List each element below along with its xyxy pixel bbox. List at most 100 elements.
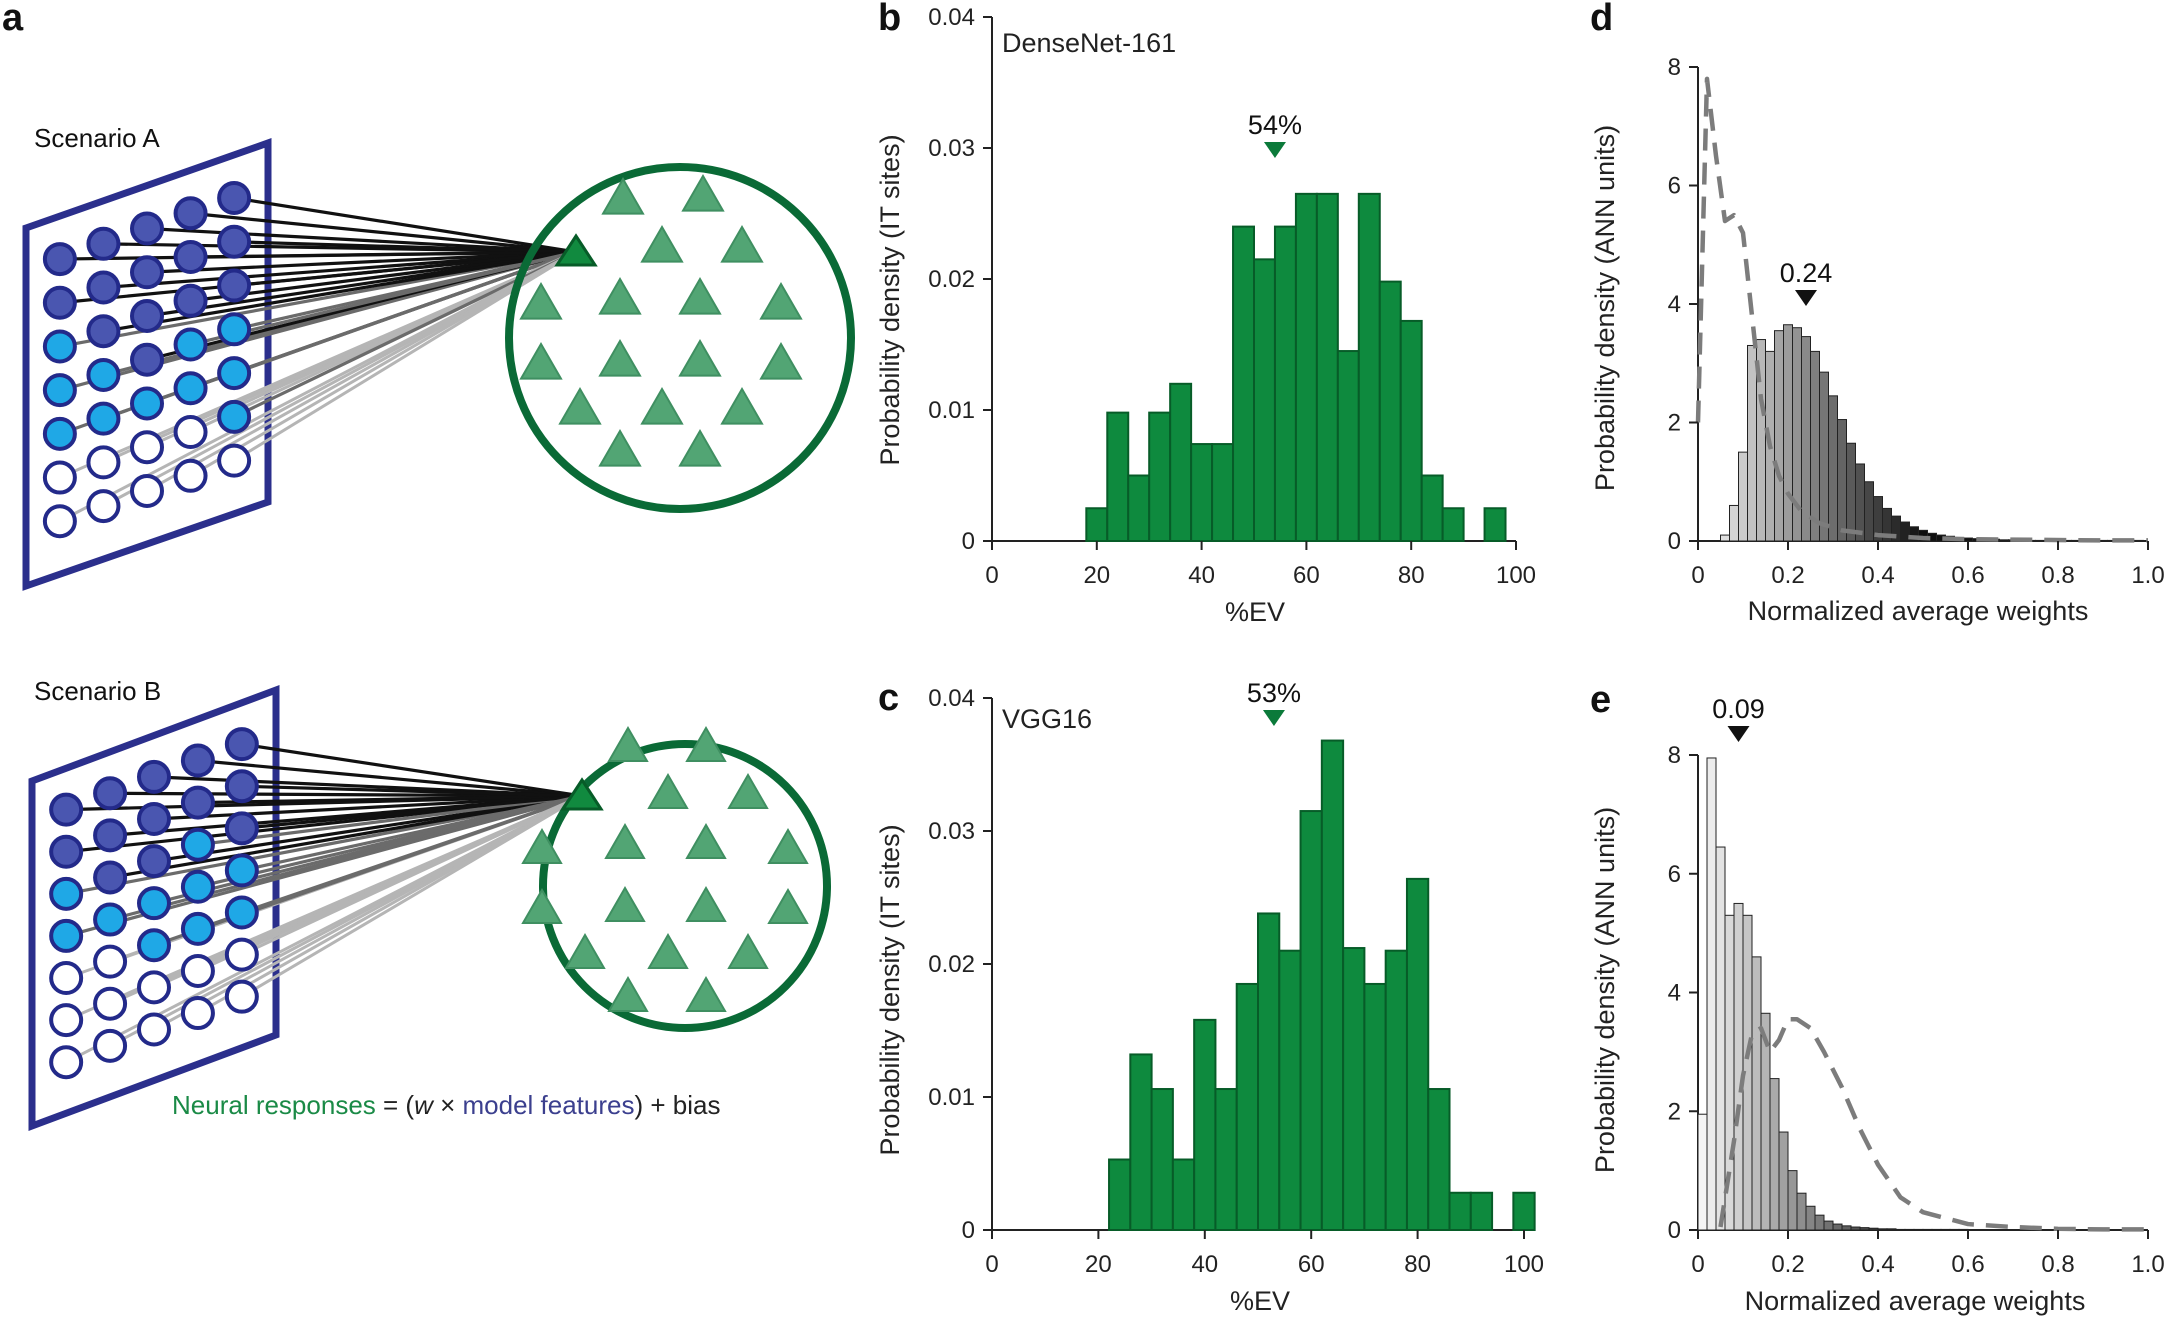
connection-line [146, 250, 577, 274]
scenario-a: Scenario A [22, 123, 855, 591]
bar [1706, 757, 1717, 1231]
y-tick-label: 0.01 [928, 1084, 975, 1111]
neuron-triangle [678, 276, 722, 315]
y-tick-label: 0.02 [928, 951, 975, 978]
model-layer-frame-a [22, 138, 272, 591]
neuron-triangle [759, 281, 803, 320]
chart-b-title: DenseNet-161 [1002, 28, 1176, 58]
x-tick-label: 80 [1404, 1251, 1431, 1278]
model-unit [49, 876, 84, 911]
density-curve [1695, 76, 2148, 543]
neuron-triangle [767, 827, 809, 864]
x-tick-label: 40 [1191, 1251, 1218, 1278]
model-unit [49, 1003, 84, 1038]
chart-b-xlabel: %EV [1225, 597, 1285, 627]
bar [1778, 1131, 1789, 1231]
bar [1886, 1228, 1897, 1231]
model-units-a [42, 180, 252, 539]
chart-d: d 0 0.2 0.4 0.6 0.8 1.0 0 2 4 6 8 0.24 Probability … [1590, 0, 2165, 626]
neuron-triangle [681, 173, 725, 212]
chart-d-plot: 0 0.2 0.4 0.6 0.8 1.0 0 2 4 6 8 0.24 [1668, 54, 2165, 589]
bar [1315, 192, 1339, 542]
bar [1729, 504, 1739, 542]
bar [1190, 443, 1214, 542]
connection-line [233, 250, 577, 331]
model-unit [42, 460, 77, 495]
neuron-triangle [519, 341, 563, 380]
bar [1150, 1088, 1174, 1232]
connection-line [197, 794, 583, 847]
model-layer-frame-b [28, 684, 280, 1132]
bar [1273, 225, 1297, 542]
bar [1512, 1191, 1536, 1232]
model-unit [173, 371, 208, 406]
model-unit [93, 776, 128, 811]
chart-e-xlabel: Normalized average weights [1745, 1286, 2086, 1316]
bar [1787, 1170, 1798, 1231]
model-unit [217, 356, 252, 391]
it-population-circle-b [539, 740, 831, 1032]
x-tick-label: 100 [1496, 562, 1536, 589]
x-tick-label: 0 [985, 1251, 998, 1278]
y-tick-label: 0 [1668, 528, 1681, 555]
x-tick-label: 20 [1083, 562, 1110, 589]
connection-line [241, 794, 583, 998]
model-unit [217, 443, 252, 478]
neuron-triangle [647, 772, 689, 809]
x-tick-label: 60 [1293, 562, 1320, 589]
model-unit [180, 953, 215, 988]
connection-line [190, 250, 577, 259]
bar [1697, 1113, 1708, 1231]
neuron-triangle [685, 822, 727, 859]
x-tick-label: 0.8 [2041, 1251, 2074, 1278]
model-unit [137, 928, 171, 963]
neuron-triangle [720, 386, 764, 425]
chart-c: c VGG16 0 20 40 60 80 100 0 0.01 0.02 0.03 0.04 53%… [875, 677, 1544, 1316]
model-unit [93, 818, 128, 853]
bar [1108, 1158, 1132, 1232]
bar [1819, 371, 1829, 542]
bar [1841, 1225, 1852, 1231]
neuron-triangle [519, 281, 563, 320]
model-unit [173, 283, 208, 318]
panel-label-b: b [878, 0, 901, 39]
neuron-triangle [564, 932, 606, 969]
model-unit [224, 895, 259, 930]
panel-label-d: d [1590, 0, 1613, 39]
neuron-triangle [647, 932, 689, 969]
bar [1257, 912, 1281, 1232]
neuron-triangle [759, 341, 803, 380]
chart-b: b DenseNet-161 0 20 40 60 80 100 0 0.01 0.02 0.03… [875, 0, 1536, 627]
model-unit [130, 255, 164, 290]
bar [1958, 1228, 1969, 1231]
bar [1483, 507, 1507, 542]
model-unit [173, 196, 208, 231]
model-units-b [49, 727, 259, 1080]
model-unit [130, 430, 164, 465]
bar [1922, 1228, 1933, 1231]
y-tick-label: 2 [1668, 410, 1681, 437]
bar [1733, 902, 1744, 1231]
bar [1448, 1191, 1472, 1232]
model-unit [180, 743, 215, 778]
median-marker [1262, 710, 1285, 726]
neuron-triangle [521, 887, 563, 924]
bar [1904, 1228, 1915, 1231]
y-tick-label: 0.04 [928, 685, 975, 712]
model-unit [224, 727, 259, 762]
model-unit [42, 285, 77, 320]
neuron-triangle [685, 975, 727, 1012]
median-label: 54% [1248, 110, 1302, 140]
bar [1214, 1088, 1238, 1232]
bar [1796, 1192, 1807, 1231]
bar [1299, 810, 1323, 1231]
connection-line [241, 794, 583, 956]
model-unit [224, 853, 259, 888]
chart-b-ylabel: Probability density (IT sites) [875, 134, 905, 465]
x-tick-label: 80 [1398, 562, 1425, 589]
y-tick-label: 8 [1668, 54, 1681, 81]
model-unit [224, 937, 259, 972]
model-unit [130, 473, 164, 508]
model-unit [86, 357, 121, 392]
